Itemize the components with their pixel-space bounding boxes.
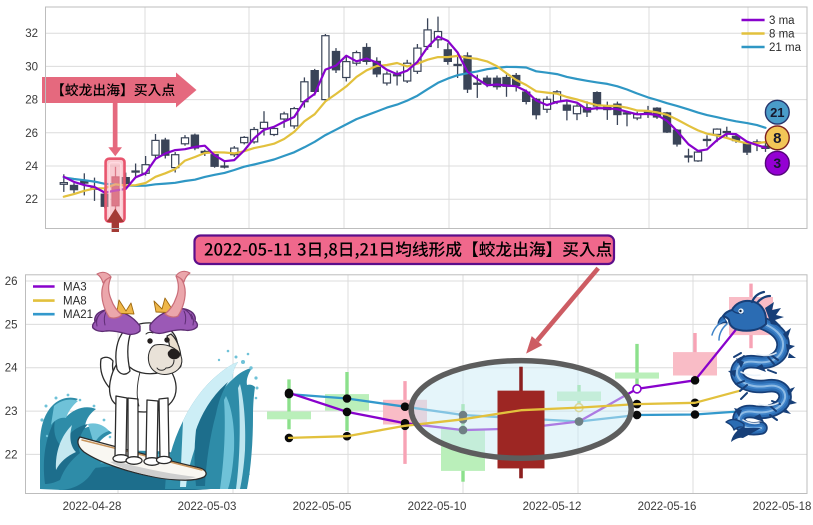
svg-text:28: 28 <box>25 95 38 107</box>
svg-text:2022-04-28: 2022-04-28 <box>63 501 122 513</box>
svg-text:26: 26 <box>5 276 18 288</box>
svg-text:24: 24 <box>25 161 38 173</box>
svg-text:3 ma: 3 ma <box>769 15 795 27</box>
svg-text:2022-05-03: 2022-05-03 <box>178 501 237 513</box>
svg-text:26: 26 <box>25 128 38 140</box>
svg-text:MA3: MA3 <box>63 282 87 294</box>
svg-text:MA8: MA8 <box>63 296 87 308</box>
svg-text:24: 24 <box>5 363 18 375</box>
svg-text:22: 22 <box>5 449 18 461</box>
svg-text:22: 22 <box>25 194 38 206</box>
svg-text:8 ma: 8 ma <box>769 29 795 41</box>
svg-text:21: 21 <box>770 105 784 120</box>
svg-text:2022-05-16: 2022-05-16 <box>638 501 697 513</box>
svg-text:8: 8 <box>773 130 781 147</box>
svg-text:2022-05-12: 2022-05-12 <box>523 501 582 513</box>
svg-text:3: 3 <box>773 155 781 171</box>
svg-text:2022-05-10: 2022-05-10 <box>408 501 467 513</box>
svg-text:MA21: MA21 <box>63 309 93 321</box>
svg-text:23: 23 <box>5 406 18 418</box>
svg-text:2022-05-05: 2022-05-05 <box>293 501 352 513</box>
svg-text:30: 30 <box>25 61 38 73</box>
svg-text:21 ma: 21 ma <box>769 42 802 54</box>
svg-text:2022-05-18: 2022-05-18 <box>753 501 812 513</box>
svg-text:25: 25 <box>5 319 18 331</box>
svg-text:32: 32 <box>25 28 38 40</box>
